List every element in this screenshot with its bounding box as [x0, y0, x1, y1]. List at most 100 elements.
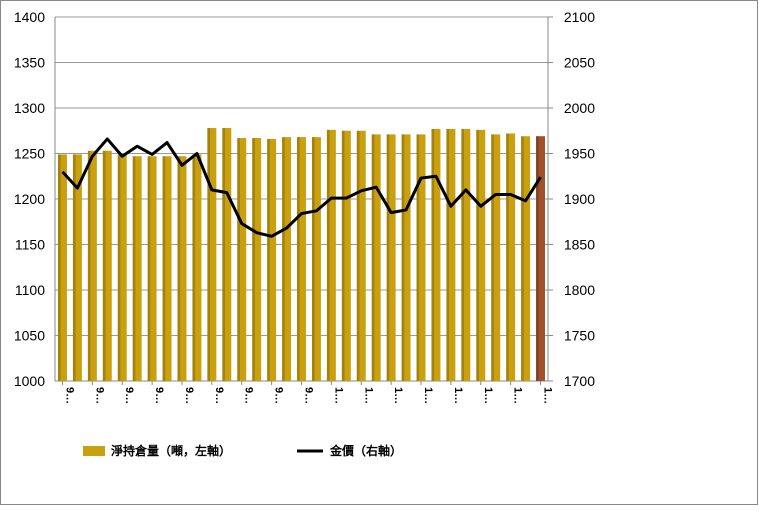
y-tick-label: 1250 — [14, 146, 45, 162]
bar — [416, 134, 426, 381]
y2-tick-label: 1950 — [564, 146, 595, 162]
x-tick-label: 9… — [183, 387, 195, 404]
bar-shade — [297, 137, 300, 381]
line — [61, 137, 542, 238]
bar-shade — [267, 138, 270, 381]
y2-tick-label: 2100 — [564, 9, 595, 25]
bar-shade — [117, 154, 121, 381]
legend-label: 淨持倉量（噸，左軸） — [110, 443, 231, 458]
bar-shade — [132, 156, 136, 381]
bar — [536, 136, 546, 381]
y-tick-label: 1100 — [15, 282, 45, 298]
bar — [207, 128, 217, 381]
bar-shade — [282, 137, 285, 381]
bar-shade — [416, 134, 420, 381]
x-tick-label: 1… — [392, 387, 404, 404]
bar-shade — [177, 156, 181, 381]
bar-shade — [356, 130, 360, 381]
bar-shade — [506, 133, 509, 381]
bar — [72, 154, 82, 381]
bar — [461, 128, 471, 381]
bar — [147, 156, 157, 381]
bar-shade — [72, 154, 76, 381]
bar — [386, 134, 396, 381]
y-tick-label: 1400 — [14, 9, 45, 25]
y2-tick-label: 1800 — [564, 282, 595, 298]
x-tick-label: 1… — [422, 387, 434, 404]
bar-shade — [222, 128, 226, 381]
bar-shade — [521, 136, 524, 381]
bar-shade — [341, 130, 345, 381]
x-tick-label: 9… — [273, 387, 285, 404]
y2-tick-label: 1850 — [564, 237, 595, 253]
bar-shade — [491, 134, 494, 381]
x-tick-label: 9… — [123, 387, 135, 404]
bar-shade — [57, 154, 61, 381]
bar — [117, 154, 127, 381]
bar — [491, 134, 501, 381]
bar-shade — [461, 128, 465, 381]
bar-shade — [431, 128, 435, 381]
x-tick-label: 1… — [542, 387, 554, 404]
bar — [446, 128, 456, 381]
legend-swatch — [83, 446, 105, 456]
bar-shade — [207, 128, 211, 381]
x-tick-label: 1… — [332, 387, 344, 404]
bar-shade — [237, 138, 240, 381]
bar — [282, 137, 292, 381]
x-tick-label: 9… — [93, 387, 105, 404]
bar-shade — [102, 150, 106, 381]
bar-shade — [446, 128, 450, 381]
x-tick-label: 9… — [303, 387, 315, 404]
bar — [252, 138, 262, 381]
bar-shade — [536, 136, 539, 381]
y2-tick-label: 2050 — [564, 55, 595, 71]
x-tick-label: 9… — [63, 387, 75, 404]
bar — [356, 130, 366, 381]
x-tick-label: 9… — [153, 387, 165, 404]
legend-label: 金價（右軸） — [329, 443, 402, 458]
bar-shade — [386, 134, 390, 381]
bar-shade — [476, 129, 479, 381]
bar — [222, 128, 232, 381]
bar — [431, 128, 441, 381]
bar — [102, 150, 112, 381]
x-tick-label: 9… — [213, 387, 225, 404]
bar-shade — [371, 134, 375, 381]
bar — [521, 136, 531, 381]
bar — [237, 138, 247, 381]
y-tick-label: 1200 — [14, 191, 45, 207]
x-tick-label: 1… — [452, 387, 464, 404]
x-tick-label: 1… — [482, 387, 494, 404]
bar — [177, 156, 187, 381]
y2-tick-label: 1700 — [564, 373, 595, 389]
y-tick-label: 1300 — [14, 100, 45, 116]
bar-shade — [147, 156, 151, 381]
bar — [326, 129, 336, 381]
y-tick-label: 1050 — [14, 328, 45, 344]
bar — [267, 138, 277, 381]
x-tick-label: 1… — [512, 387, 524, 404]
x-tick-label: 1… — [362, 387, 374, 404]
bar-shade — [401, 134, 405, 381]
bar-shade — [311, 137, 315, 381]
bar-shade — [162, 156, 166, 381]
bar — [506, 133, 516, 381]
bar — [132, 156, 142, 381]
bar-shade — [87, 150, 91, 381]
bar — [192, 154, 202, 381]
bar — [476, 129, 486, 381]
y2-tick-label: 1900 — [564, 191, 595, 207]
y2-tick-label: 1750 — [564, 328, 595, 344]
bar-shade — [192, 154, 196, 381]
bar-shade — [326, 129, 330, 381]
y-tick-label: 1000 — [14, 373, 45, 389]
x-tick-label: 9… — [243, 387, 255, 404]
bar — [401, 134, 411, 381]
y-tick-label: 1350 — [14, 55, 45, 71]
bar — [297, 137, 306, 381]
bar — [162, 156, 172, 381]
bar — [371, 134, 381, 381]
y-tick-label: 1150 — [15, 237, 45, 253]
